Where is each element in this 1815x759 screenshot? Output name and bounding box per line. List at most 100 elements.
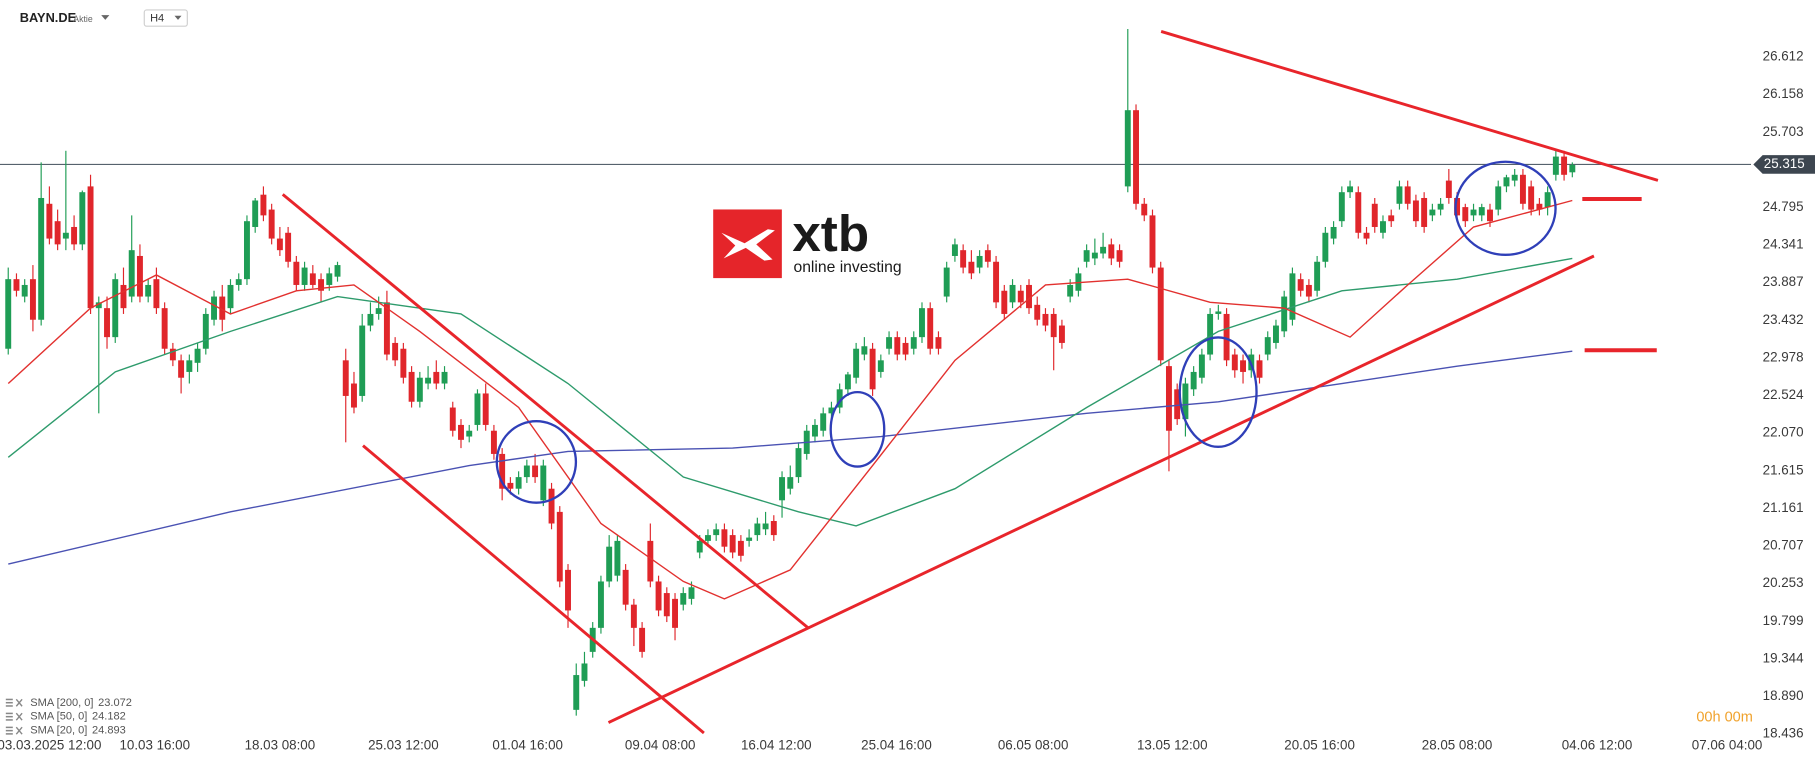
candle-body [227, 284, 234, 309]
legend-name: SMA [20, 0] [30, 725, 87, 737]
candle-body [1421, 197, 1428, 227]
x-tick-label: 13.05 12:00 [1137, 737, 1208, 752]
candle-body [318, 279, 325, 291]
logo-tagline: online investing [793, 259, 901, 276]
candle-body [1042, 313, 1049, 326]
candle-body [696, 540, 703, 553]
candle-body [647, 540, 654, 582]
legend-entry: SMA [50, 0] 24.182 [30, 711, 126, 723]
x-tick-label: 07.06 04:00 [1692, 737, 1763, 752]
candle-body [1297, 279, 1304, 291]
candle-body [441, 371, 448, 384]
candle-body [1149, 215, 1156, 268]
legend-swatch [5, 729, 13, 732]
candle-body [1141, 203, 1148, 216]
legend-entry: SMA [200, 0] 23.072 [30, 697, 132, 709]
candle-body [1429, 209, 1436, 216]
candle-body [1223, 313, 1230, 361]
price-label: 25.315 [1764, 156, 1805, 171]
candle-body [169, 348, 176, 361]
sma-line [7, 257, 1573, 527]
candle-body [425, 377, 432, 384]
candle-body [87, 186, 94, 309]
candle-body [334, 265, 341, 277]
candle-body [935, 337, 942, 349]
candle-body [474, 393, 481, 425]
legend-swatch [5, 719, 13, 721]
candle-body [1404, 186, 1411, 204]
highlight-ellipse [1454, 160, 1557, 256]
candle-body [235, 279, 242, 285]
y-tick-label: 24.795 [1763, 199, 1804, 214]
header: BAYN.DE Aktie H4 [20, 9, 188, 27]
candle-body [548, 488, 555, 524]
y-tick-label: 21.615 [1763, 462, 1804, 477]
x-tick-label: 28.05 08:00 [1422, 737, 1493, 752]
candle-body [1133, 110, 1139, 204]
candle-body [1519, 174, 1526, 204]
candle-body [1462, 207, 1469, 222]
candle-body [301, 267, 308, 285]
candle-body [449, 407, 456, 431]
highlight-ellipse [829, 390, 886, 468]
candle-body [622, 569, 629, 605]
candle-body [630, 604, 637, 628]
legend-value: 24.893 [92, 725, 126, 737]
trend-line [281, 193, 810, 630]
candle-body [1281, 296, 1288, 332]
candle-body [400, 348, 407, 378]
timeframe-select[interactable] [143, 9, 188, 27]
candle-body [383, 302, 390, 355]
candle-body [1470, 209, 1477, 216]
candle-body [29, 279, 36, 320]
candle-body [729, 535, 736, 553]
candle-body [984, 250, 991, 262]
y-tick-label: 21.161 [1763, 500, 1804, 515]
legend-entry: SMA [20, 0] 24.893 [30, 725, 126, 737]
candle-body [1058, 325, 1065, 343]
candle-body [276, 238, 283, 251]
candle-body [1478, 207, 1485, 216]
candle-body [655, 581, 662, 611]
legend-name: SMA [200, 0] [30, 697, 93, 709]
candle-body [1552, 156, 1559, 175]
candle-body [1157, 267, 1164, 361]
candle-body [556, 511, 563, 582]
axes: 18.436 18.890 19.344 19.799 20.253 20.707 21.1… [0, 49, 1815, 752]
candle-body [54, 221, 61, 245]
legend-value: 24.182 [92, 711, 126, 723]
legend-icon [5, 712, 23, 721]
candle-body [433, 371, 440, 384]
candle-body [1190, 371, 1197, 390]
candle-body [21, 284, 28, 297]
candle-body [910, 337, 917, 349]
trend-line [362, 444, 705, 735]
y-tick-label: 20.253 [1763, 575, 1804, 590]
candle-body [1050, 313, 1057, 338]
timeframe[interactable]: H4 [150, 13, 164, 25]
candle-body [1001, 290, 1008, 314]
legend-value: 23.072 [98, 697, 132, 709]
candle-body [1100, 246, 1107, 254]
highlight-ellipse [1178, 336, 1258, 448]
candle-body [1091, 252, 1098, 259]
legend: SMA [200, 0] 23.072 SMA [50, 0] 24.182 SMA [… [5, 697, 132, 737]
y-tick-label: 25.703 [1763, 124, 1804, 139]
candle-body [490, 430, 497, 454]
y-tick-label: 22.524 [1763, 387, 1804, 402]
dropdown-arrow[interactable] [174, 15, 182, 20]
candle-body [713, 529, 720, 536]
symbol: BAYN.DE [20, 10, 77, 25]
x-tick-label: 25.04 16:00 [861, 737, 932, 752]
candle-body [1198, 354, 1205, 378]
candle-body [202, 313, 209, 349]
candle-body [219, 296, 226, 320]
annotations [281, 30, 1659, 735]
trend-line [1160, 30, 1659, 182]
price-box [1753, 155, 1815, 174]
legend-swatch [5, 712, 13, 715]
legend-swatch [5, 726, 13, 729]
dropdown-arrow[interactable] [101, 15, 110, 20]
candle-body [968, 261, 975, 274]
